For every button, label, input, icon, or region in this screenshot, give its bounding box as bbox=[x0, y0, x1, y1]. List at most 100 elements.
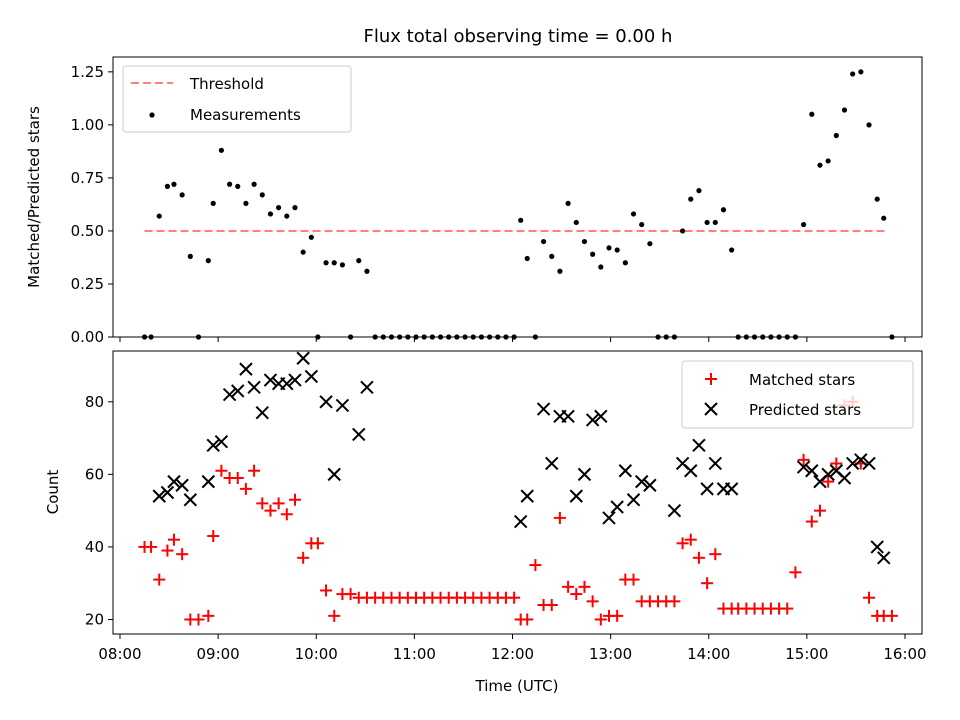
measurement-point bbox=[768, 334, 774, 340]
count-panel: 20 40 60 80 08:00 09:00 10:00 11:00 12:00 13:00 14… bbox=[44, 350, 927, 695]
measurement-point bbox=[454, 334, 460, 340]
measurement-point bbox=[671, 334, 678, 340]
matched-star-point bbox=[311, 537, 324, 550]
measurement-point bbox=[235, 183, 241, 189]
matched-star-point bbox=[207, 530, 220, 543]
count-legend: Matched stars Predicted stars bbox=[681, 360, 914, 429]
measurement-point bbox=[478, 334, 485, 340]
ratio-legend-box bbox=[122, 65, 352, 133]
predicted-star-point bbox=[352, 427, 366, 442]
measurement-point bbox=[549, 253, 555, 259]
predicted-star-point bbox=[280, 376, 294, 391]
predicted-star-point bbox=[152, 489, 166, 503]
predicted-star-point bbox=[536, 402, 551, 416]
legend-threshold-label: Threshold bbox=[189, 75, 264, 93]
measurement-point bbox=[380, 334, 386, 340]
measurement-point bbox=[372, 334, 378, 340]
x-tick-label: 15:00 bbox=[785, 645, 828, 663]
predicted-star-point bbox=[231, 384, 245, 398]
measurement-point bbox=[218, 147, 224, 153]
matched-star-point bbox=[586, 595, 599, 608]
predicted-star-point bbox=[845, 456, 860, 471]
legend-predicted-swatch bbox=[704, 402, 718, 416]
measurement-point bbox=[356, 258, 362, 264]
legend-matched-swatch bbox=[705, 373, 717, 385]
matched-star-point bbox=[344, 588, 357, 601]
x-tick-label: 08:00 bbox=[98, 645, 141, 663]
matched-star-point bbox=[161, 544, 174, 557]
matched-star-point bbox=[684, 533, 697, 546]
predicted-star-point bbox=[255, 405, 269, 420]
ratio-y-tick-label: 1.25 bbox=[71, 63, 104, 81]
predicted-star-point bbox=[708, 456, 722, 471]
ratio-y-tick-label: 0.00 bbox=[71, 328, 104, 346]
matched-star-point bbox=[297, 551, 310, 564]
ratio-y-tick-label: 0.50 bbox=[71, 222, 104, 240]
matched-star-point bbox=[863, 591, 876, 604]
measurement-point bbox=[720, 207, 727, 213]
measurement-point bbox=[187, 253, 193, 259]
legend-measurements-swatch bbox=[149, 112, 155, 118]
measurement-point bbox=[405, 334, 411, 340]
predicted-star-point bbox=[602, 511, 616, 525]
measurement-point bbox=[792, 334, 799, 340]
matched-star-point bbox=[145, 540, 158, 553]
measurement-point bbox=[647, 241, 653, 247]
x-tick-label: 13:00 bbox=[589, 645, 632, 663]
matched-star-point bbox=[813, 504, 826, 517]
matched-star-point bbox=[797, 453, 810, 466]
predicted-star-point bbox=[175, 478, 189, 492]
predicted-star-point bbox=[569, 489, 583, 503]
measurement-point bbox=[825, 158, 831, 164]
measurement-point bbox=[557, 268, 563, 274]
predicted-star-point bbox=[667, 503, 682, 518]
predicted-star-point bbox=[796, 460, 811, 474]
predicted-star-point bbox=[862, 456, 876, 471]
ratio-panel: 0.00 0.25 0.50 0.75 1.00 1.25 Matched/Predict… bbox=[25, 56, 923, 346]
measurement-point bbox=[462, 334, 468, 340]
matched-star-point bbox=[288, 493, 301, 506]
measurement-point bbox=[171, 181, 177, 187]
measurement-point bbox=[874, 196, 880, 202]
measurement-point bbox=[397, 334, 403, 340]
predicted-star-point bbox=[610, 500, 624, 514]
matched-star-point bbox=[280, 508, 293, 521]
predicted-star-point bbox=[821, 467, 835, 482]
measurement-point bbox=[323, 260, 329, 266]
matched-star-point bbox=[668, 595, 681, 608]
measurement-point bbox=[532, 334, 538, 340]
count-legend-box bbox=[681, 360, 914, 429]
measurement-point bbox=[663, 334, 669, 340]
measurement-point bbox=[614, 247, 620, 253]
measurement-point bbox=[524, 255, 530, 262]
matched-star-point bbox=[781, 602, 794, 615]
measurement-point bbox=[276, 205, 282, 211]
matched-star-point bbox=[805, 515, 818, 528]
predicted-star-point bbox=[214, 434, 229, 449]
predicted-star-point bbox=[805, 464, 819, 478]
x-axis-label: Time (UTC) bbox=[475, 677, 559, 695]
matched-star-point bbox=[822, 475, 835, 488]
predicted-star-point bbox=[626, 493, 641, 507]
measurement-point bbox=[712, 219, 718, 226]
measurement-point bbox=[630, 211, 637, 217]
measurement-point bbox=[388, 334, 395, 340]
legend-predicted-label: Predicted stars bbox=[749, 401, 861, 419]
matched-star-point bbox=[553, 511, 566, 524]
matched-star-point bbox=[215, 464, 228, 477]
ratio-y-tick-label: 0.75 bbox=[71, 169, 104, 187]
ratio-legend: Threshold Measurements bbox=[122, 65, 352, 133]
predicted-star-point bbox=[520, 489, 534, 503]
measurement-point bbox=[866, 122, 872, 128]
measurement-point bbox=[540, 238, 547, 245]
x-tick-label: 11:00 bbox=[393, 645, 436, 663]
predicted-star-point bbox=[296, 351, 310, 365]
count-y-tick-label: 20 bbox=[85, 610, 104, 628]
measurement-point bbox=[704, 219, 710, 226]
legend-matched-label: Matched stars bbox=[749, 371, 855, 389]
matched-star-point bbox=[578, 580, 591, 593]
measurement-point bbox=[470, 334, 476, 340]
measurement-point bbox=[809, 111, 815, 117]
x-tick-label: 14:00 bbox=[687, 645, 730, 663]
predicted-star-point bbox=[837, 471, 852, 485]
